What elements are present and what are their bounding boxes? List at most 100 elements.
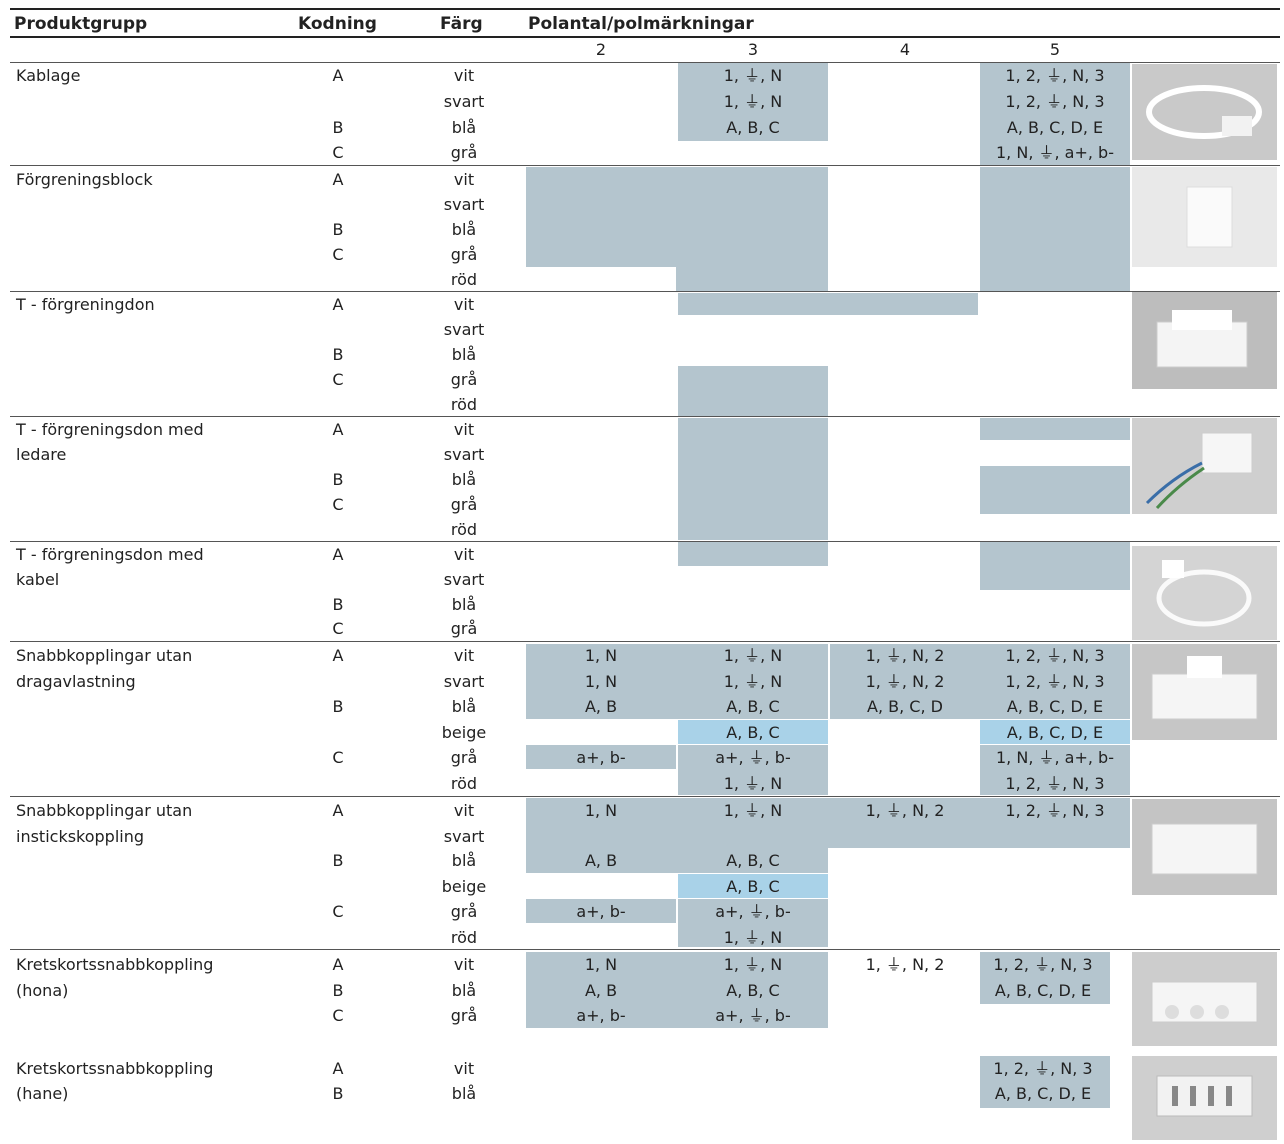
row-separator [10, 796, 1280, 797]
code: B [332, 981, 344, 1000]
availability-block [526, 644, 676, 719]
pole-marking: 1, 2, ⏚, N, 3 [1005, 672, 1105, 691]
product-name: Kretskortssnabbkoppling [16, 955, 214, 974]
pole-marking: 1, ⏚, N [723, 955, 783, 974]
color: blå [451, 981, 477, 1000]
pole-marking: 1, N [584, 672, 618, 691]
pole-marking: A, B, C, D, E [994, 1084, 1092, 1103]
pole-marking: A, B, C [726, 697, 780, 716]
code: C [332, 1006, 344, 1025]
availability-block [830, 644, 980, 719]
pole-marking: 1, ⏚, N [723, 66, 783, 85]
availability-block [678, 745, 828, 795]
code: C [332, 495, 344, 514]
color: blå [451, 220, 477, 239]
header-produktgrupp: Produktgrupp [14, 14, 148, 34]
t-forgreningsdon-ledare-photo [1132, 418, 1277, 514]
pole-marking: A, B [584, 851, 618, 870]
availability-block [678, 293, 978, 315]
color: röd [450, 395, 478, 414]
color: grå [450, 370, 478, 389]
product-name: Kablage [16, 66, 81, 85]
color: blå [451, 1084, 477, 1103]
pole-marking: A, B, C [726, 981, 780, 1000]
color: grå [450, 143, 478, 162]
kretskort-hona-photo [1132, 952, 1277, 1046]
availability-block [980, 1056, 1110, 1108]
beige-highlight [678, 874, 828, 898]
color: röd [450, 774, 478, 793]
code: B [332, 118, 344, 137]
pole-marking: A, B [584, 697, 618, 716]
availability-block [980, 466, 1130, 514]
color: röd [450, 928, 478, 947]
product-name: Förgreningsblock [16, 170, 153, 189]
snabbkoppling-instick-photo [1132, 799, 1277, 895]
row-separator [10, 949, 1280, 950]
color: grå [450, 619, 478, 638]
code: B [332, 595, 344, 614]
product-name: kabel [16, 570, 60, 589]
color: blå [451, 470, 477, 489]
availability-block [676, 848, 828, 873]
code: C [332, 902, 344, 921]
row-separator [10, 641, 1280, 642]
pole-marking: 1, ⏚, N [723, 928, 783, 947]
code: B [332, 697, 344, 716]
block-connector-icon [1186, 186, 1233, 248]
t-forgreningsdon-kabel-photo [1132, 546, 1277, 640]
pole-col-3: 3 [747, 40, 759, 59]
pole-marking: A, B, C, D, E [1006, 723, 1104, 742]
pole-col-2: 2 [595, 40, 607, 59]
product-name: (hane) [16, 1084, 69, 1103]
pole-marking: A, B, C [726, 118, 780, 137]
availability-block [980, 542, 1130, 590]
availability-block [526, 798, 1130, 848]
code: A [332, 1059, 344, 1078]
forgreningsblock-photo [1132, 167, 1277, 267]
color: vit [453, 801, 475, 820]
pole-marking: A, B, C, D, E [994, 981, 1092, 1000]
color: grå [450, 245, 478, 264]
code: B [332, 851, 344, 870]
code: C [332, 370, 344, 389]
pole-marking: A, B, C, D, E [1006, 697, 1104, 716]
color: vit [453, 545, 475, 564]
beige-highlight [980, 720, 1130, 744]
product-name: dragavlastning [16, 672, 136, 691]
code: C [332, 143, 344, 162]
row-separator [10, 62, 1280, 63]
color: vit [453, 646, 475, 665]
availability-block [980, 63, 1130, 165]
product-name: T - förgreningdon [16, 295, 155, 314]
product-name: Kretskortssnabbkoppling [16, 1059, 214, 1078]
pole-marking: 1, N [584, 955, 618, 974]
pole-marking: 1, ⏚, N [723, 801, 783, 820]
color: blå [451, 595, 477, 614]
pole-marking: 1, 2, ⏚, N, 3 [1005, 66, 1105, 85]
header-kodning: Kodning [298, 14, 377, 34]
pcb-connector-male-icon [1156, 1075, 1253, 1117]
pole-marking: 1, N [584, 646, 618, 665]
t-forgreningdon-photo [1132, 292, 1277, 389]
color: grå [450, 1006, 478, 1025]
availability-block [526, 952, 828, 1028]
pole-marking: a+, b- [576, 748, 626, 767]
color: svart [443, 570, 485, 589]
color: vit [453, 420, 475, 439]
availability-block [678, 418, 828, 540]
code: C [332, 748, 344, 767]
color: beige [441, 877, 487, 896]
pole-marking: a+, b- [576, 1006, 626, 1025]
pole-marking: 1, ⏚, N [723, 646, 783, 665]
product-name: Snabbkopplingar utan [16, 646, 193, 665]
pole-marking: 1, ⏚, N [723, 672, 783, 691]
availability-block [526, 167, 676, 267]
header-rule [10, 36, 1280, 38]
pole-marking: 1, 2, ⏚, N, 3 [993, 955, 1093, 974]
pole-marking: 1, ⏚, N, 2 [865, 801, 945, 820]
cable-with-plug-icon [1156, 560, 1252, 627]
pole-marking: 1, 2, ⏚, N, 3 [1005, 646, 1105, 665]
code: A [332, 955, 344, 974]
beige-highlight [678, 720, 828, 744]
